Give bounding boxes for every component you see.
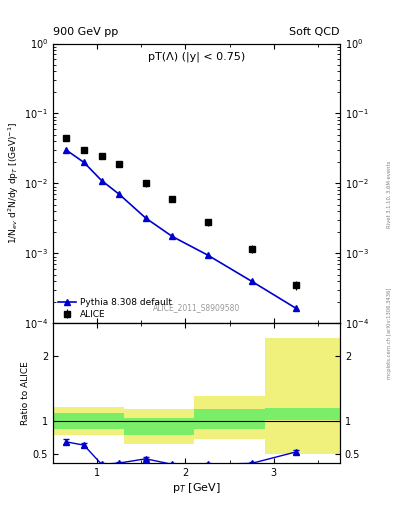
Text: pT(Λ) (|y| < 0.75): pT(Λ) (|y| < 0.75) (148, 52, 245, 62)
Text: Rivet 3.1.10, 3.6M events: Rivet 3.1.10, 3.6M events (387, 161, 392, 228)
Text: mcplots.cern.ch [arXiv:1306.3436]: mcplots.cern.ch [arXiv:1306.3436] (387, 287, 392, 378)
Pythia 8.308 default (249, 278, 254, 284)
Pythia 8.308 default (99, 178, 104, 184)
Pythia 8.308 default (205, 252, 210, 258)
Text: 900 GeV pp: 900 GeV pp (53, 27, 118, 37)
Pythia 8.308 default (143, 215, 148, 221)
Line: Pythia 8.308 default: Pythia 8.308 default (63, 147, 299, 311)
X-axis label: p$_T$ [GeV]: p$_T$ [GeV] (172, 481, 221, 495)
Pythia 8.308 default (82, 159, 86, 165)
Text: Soft QCD: Soft QCD (290, 27, 340, 37)
Pythia 8.308 default (64, 147, 69, 153)
Legend: Pythia 8.308 default, ALICE: Pythia 8.308 default, ALICE (57, 298, 172, 319)
Y-axis label: Ratio to ALICE: Ratio to ALICE (21, 361, 30, 425)
Y-axis label: 1/N$_{ev}$ d$^2$N/dy dp$_T$ [(GeV)$^{-1}$]: 1/N$_{ev}$ d$^2$N/dy dp$_T$ [(GeV)$^{-1}… (7, 122, 21, 245)
Pythia 8.308 default (170, 233, 174, 240)
Pythia 8.308 default (117, 191, 121, 198)
Text: ALICE_2011_S8909580: ALICE_2011_S8909580 (153, 303, 240, 312)
Pythia 8.308 default (294, 305, 298, 311)
